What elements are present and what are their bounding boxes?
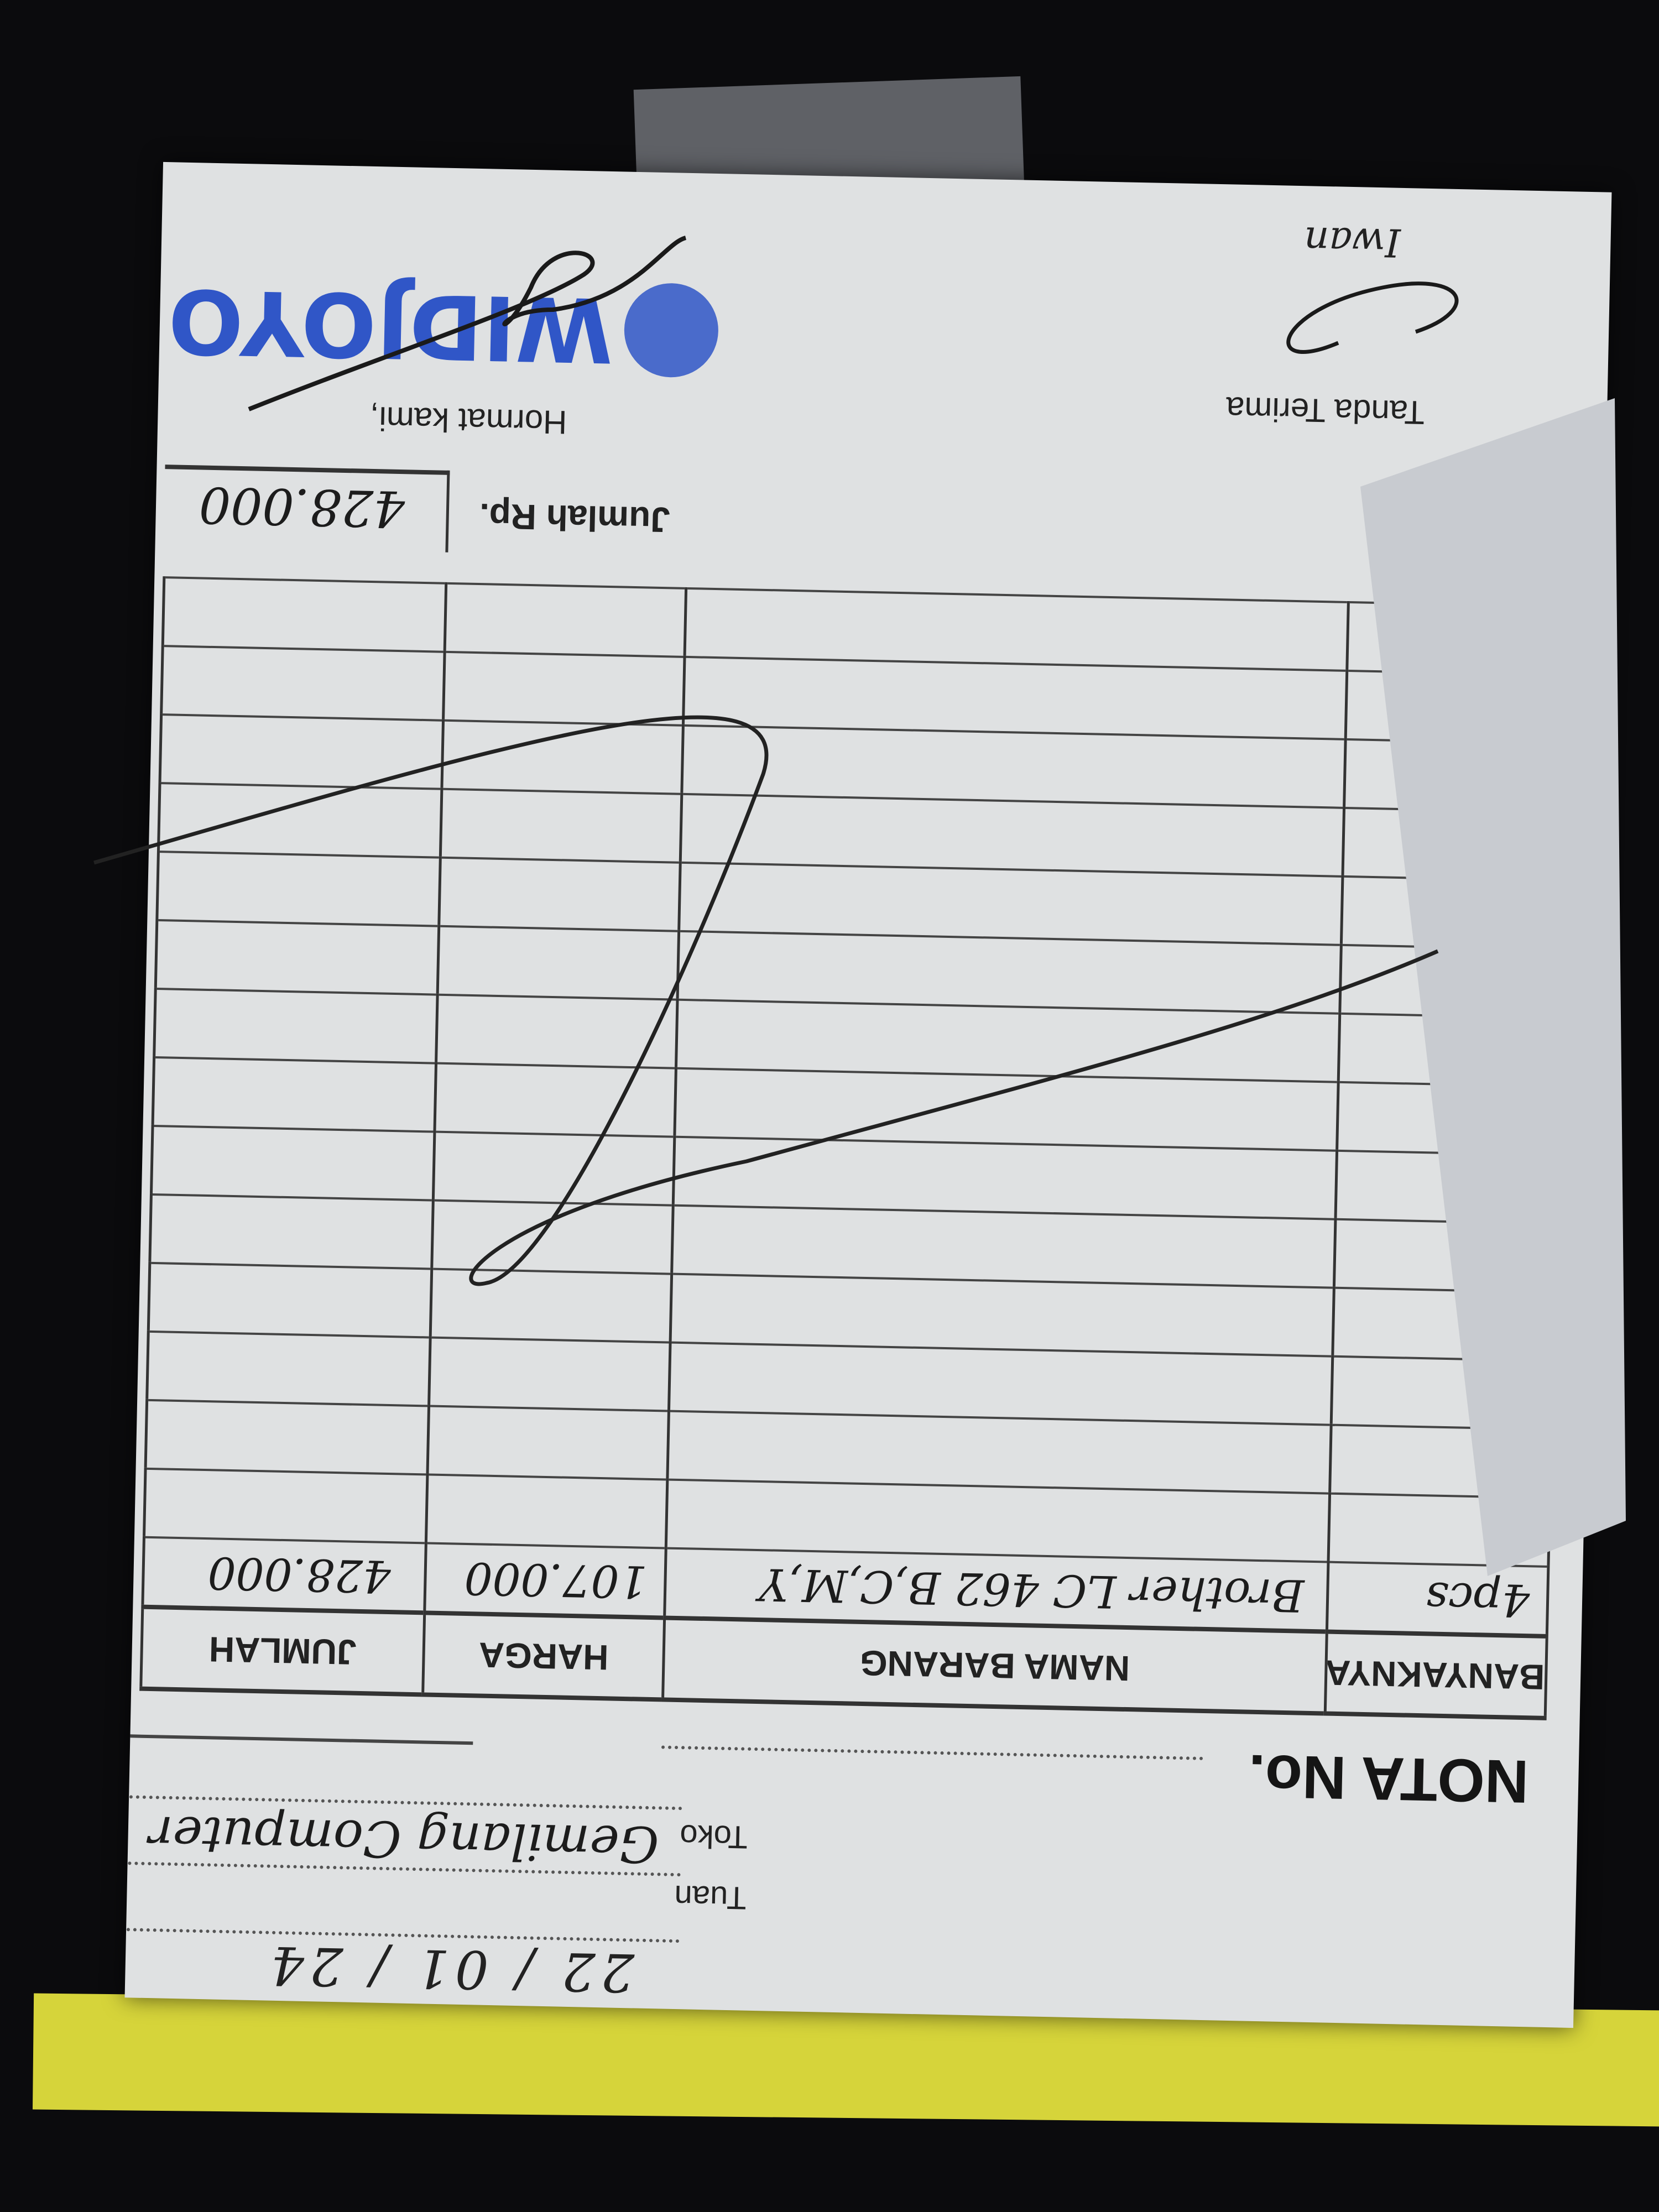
blank-cell: [155, 920, 439, 995]
blank-cell: [145, 1400, 429, 1475]
jumlah-value: 428.000: [198, 475, 406, 538]
items-table: BANYAKNYA NAMA BARANG HARGA JUMLAH 4pcs …: [139, 576, 1570, 1720]
item-total: 428.000: [142, 1537, 426, 1613]
blank-cell: [437, 926, 679, 1000]
blank-cell: [1335, 1150, 1557, 1224]
date: 22 / 01 / 24: [264, 1934, 635, 2003]
blank-cell: [1344, 739, 1566, 813]
blank-cell: [669, 1342, 1333, 1425]
blank-cell: [676, 999, 1340, 1082]
receipt-paper: 22 / 01 / 24 Tuan Toko Gemilang Computer…: [124, 161, 1612, 2028]
blank-cell: [426, 1474, 667, 1548]
blank-cell: [147, 1331, 431, 1406]
blank-cell: [160, 714, 444, 789]
blank-cell: [156, 852, 441, 926]
blank-cell: [436, 994, 678, 1068]
column-header: NAMA BARANG: [662, 1618, 1327, 1714]
blank-cell: [445, 583, 686, 657]
blank-cell: [433, 1131, 675, 1206]
blank-cell: [685, 588, 1349, 671]
item-name: Brother LC 462 B,C,M,Y: [664, 1548, 1328, 1632]
stamp-logo-icon: [623, 282, 719, 379]
blank-cell: [677, 931, 1342, 1014]
blank-cell: [154, 988, 438, 1063]
blank-cell: [683, 656, 1347, 739]
tanda-terima-label: Tanda Terima: [1225, 390, 1425, 431]
blank-cell: [441, 720, 684, 794]
blank-cell: [666, 1479, 1330, 1562]
blank-cell: [144, 1468, 427, 1543]
item-price: 107.000: [424, 1543, 666, 1618]
column-header: BANYAKNYA: [1325, 1631, 1547, 1718]
receiver-name: Iwan: [1303, 218, 1401, 265]
blank-cell: [149, 1194, 434, 1269]
blank-cell: [161, 646, 445, 721]
blank-cell: [673, 1136, 1337, 1219]
blank-cell: [434, 1063, 676, 1137]
blank-cell: [439, 857, 681, 931]
blank-cell: [1328, 1493, 1550, 1567]
blank-cell: [1338, 1013, 1560, 1087]
blank-cell: [671, 1205, 1335, 1288]
jumlah-label: Jumlah Rp.: [479, 496, 671, 540]
column-header: JUMLAH: [140, 1606, 425, 1695]
nota-number-line: [661, 1745, 1203, 1760]
blank-cell: [429, 1337, 671, 1411]
blank-cell: [1339, 945, 1562, 1019]
blank-cell: [1341, 876, 1563, 950]
blank-cell: [151, 1125, 435, 1201]
blank-cell: [679, 862, 1343, 945]
column-header: HARGA: [422, 1613, 665, 1700]
blank-cell: [163, 577, 446, 652]
blank-cell: [153, 1057, 436, 1132]
blank-cell: [667, 1411, 1332, 1494]
blank-cell: [440, 789, 682, 863]
blank-cell: [1347, 602, 1569, 676]
blank-cell: [1345, 670, 1567, 744]
blank-cell: [681, 725, 1346, 808]
blank-cell: [1331, 1356, 1553, 1430]
blank-cell: [1329, 1425, 1552, 1498]
tuan-label: Tuan: [674, 1878, 747, 1916]
hormat-kami-label: Hormat kami,: [369, 399, 568, 441]
nota-title: NOTA No.: [1247, 1741, 1530, 1816]
blank-cell: [431, 1200, 674, 1274]
customer-name: Gemilang Computer: [148, 1804, 660, 1874]
blank-cell: [427, 1406, 669, 1480]
blank-cell: [1334, 1219, 1556, 1293]
blank-cell: [1332, 1287, 1554, 1361]
blank-cell: [674, 1068, 1339, 1151]
item-qty: 4pcs: [1327, 1562, 1548, 1636]
blank-cell: [670, 1274, 1334, 1357]
toko-label: Toko: [679, 1818, 748, 1855]
blank-cell: [443, 651, 685, 726]
blank-cell: [1337, 1082, 1559, 1156]
blank-cell: [148, 1262, 432, 1338]
blank-cell: [1342, 807, 1564, 881]
blank-cell: [430, 1269, 672, 1343]
blank-cell: [680, 794, 1344, 877]
company-stamp: WIDJOYO: [167, 269, 614, 382]
nota-extra-line: [130, 1734, 473, 1745]
blank-cell: [158, 783, 442, 858]
